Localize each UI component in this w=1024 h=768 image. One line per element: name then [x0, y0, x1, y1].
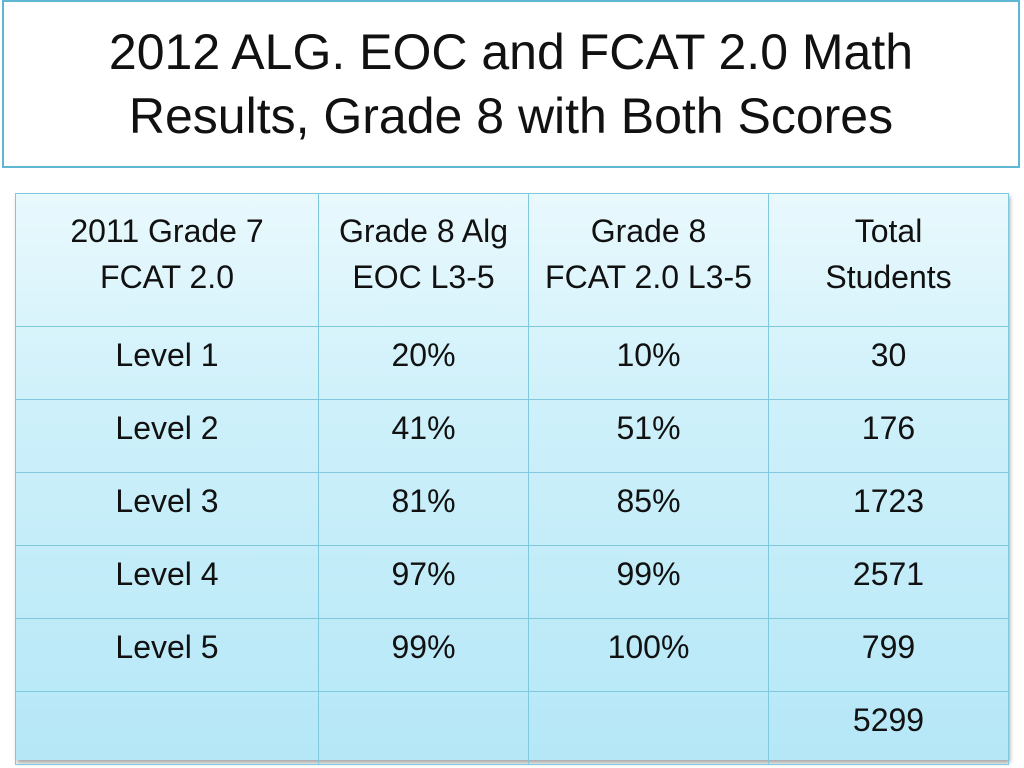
header-line: Students: [825, 259, 952, 295]
results-table: 2011 Grade 7 FCAT 2.0 Grade 8 Alg EOC L3…: [15, 193, 1009, 765]
cell-alg-eoc: 81%: [318, 472, 529, 546]
cell-total: 799: [768, 618, 1009, 692]
title-box: 2012 ALG. EOC and FCAT 2.0 Math Results,…: [2, 0, 1020, 168]
header-line: FCAT 2.0 L3-5: [545, 259, 752, 295]
cell-level: Level 2: [15, 399, 319, 473]
results-table-container: 2011 Grade 7 FCAT 2.0 Grade 8 Alg EOC L3…: [15, 193, 1009, 765]
slide-title-line-2: Results, Grade 8 with Both Scores: [128, 88, 894, 144]
header-line: FCAT 2.0: [100, 259, 234, 295]
cell-alg-eoc: 41%: [318, 399, 529, 473]
header-line: 2011 Grade 7: [70, 213, 264, 249]
table-row: Level 4 97% 99% 2571: [15, 545, 1009, 619]
cell-total: 30: [768, 326, 1009, 400]
cell-alg-eoc: 97%: [318, 545, 529, 619]
cell-alg-eoc: [318, 691, 529, 765]
slide-title: 2012 ALG. EOC and FCAT 2.0 Math Results,…: [109, 20, 913, 148]
table-row: Level 3 81% 85% 1723: [15, 472, 1009, 546]
header-line: Grade 8: [590, 213, 707, 249]
cell-alg-eoc: 99%: [318, 618, 529, 692]
cell-level: Level 3: [15, 472, 319, 546]
cell-alg-eoc: 20%: [318, 326, 529, 400]
cell-total: 1723: [768, 472, 1009, 546]
header-line: Total: [854, 213, 923, 249]
cell-total: 176: [768, 399, 1009, 473]
cell-fcat: 51%: [528, 399, 769, 473]
cell-fcat: 10%: [528, 326, 769, 400]
header-total-students: Total Students: [768, 193, 1009, 327]
slide-title-line-1: 2012 ALG. EOC and FCAT 2.0 Math: [108, 24, 914, 80]
table-header-row: 2011 Grade 7 FCAT 2.0 Grade 8 Alg EOC L3…: [15, 193, 1009, 327]
header-grade8-fcat: Grade 8 FCAT 2.0 L3-5: [528, 193, 769, 327]
header-grade7-fcat: 2011 Grade 7 FCAT 2.0: [15, 193, 319, 327]
cell-fcat: 99%: [528, 545, 769, 619]
header-grade8-alg-eoc: Grade 8 Alg EOC L3-5: [318, 193, 529, 327]
cell-fcat: 100%: [528, 618, 769, 692]
cell-level: Level 1: [15, 326, 319, 400]
table-row-total: 5299: [15, 691, 1009, 765]
cell-total: 2571: [768, 545, 1009, 619]
cell-fcat: [528, 691, 769, 765]
header-line: Grade 8 Alg: [339, 213, 508, 249]
header-line: EOC L3-5: [352, 259, 495, 295]
cell-level: Level 5: [15, 618, 319, 692]
table-row: Level 1 20% 10% 30: [15, 326, 1009, 400]
cell-level: [15, 691, 319, 765]
table-row: Level 2 41% 51% 176: [15, 399, 1009, 473]
cell-grand-total: 5299: [768, 691, 1009, 765]
cell-fcat: 85%: [528, 472, 769, 546]
table-row: Level 5 99% 100% 799: [15, 618, 1009, 692]
cell-level: Level 4: [15, 545, 319, 619]
